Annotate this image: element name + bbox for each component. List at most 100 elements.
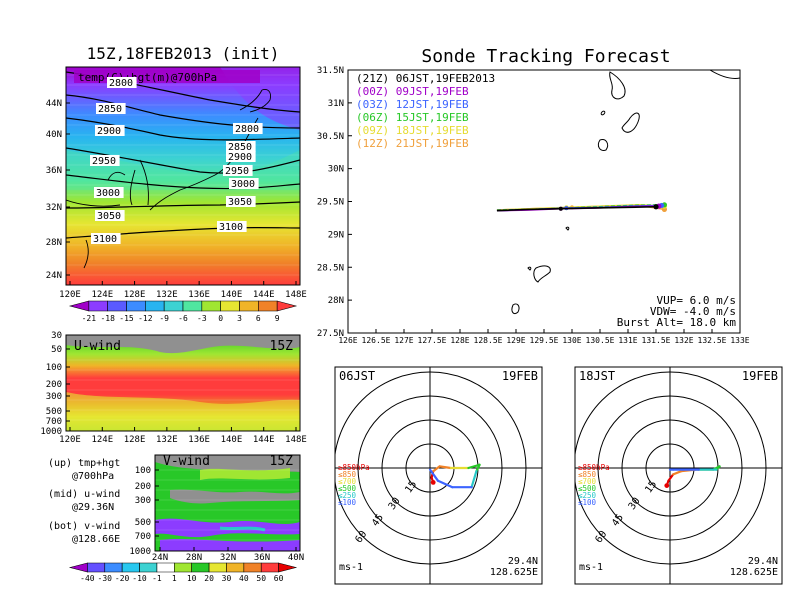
contour-label-bg [217,221,247,232]
left-map-frame [65,66,301,286]
v-lat-tick-label: 28N [186,553,202,563]
contour-label: 2900 [228,152,252,163]
hodograph-level-label: ≤700 [338,477,357,486]
contour-label: 3000 [231,179,255,190]
v-colorbar-swatch [174,562,192,573]
v-colorbar-label: -30 [98,574,113,583]
lon-tick-label: 124E [91,290,113,300]
contour-label-bg [91,233,121,244]
track-lat-tick-label: 30.5N [317,132,344,142]
colorbar-label: 0 [218,314,223,323]
lon-tick-label: 120E [59,290,81,300]
v-wind-time: 15Z [270,454,294,469]
colorbar-swatch [163,300,184,312]
u-wind-label: U-wind [74,339,121,354]
u-pressure-tick-label: 500 [46,407,62,417]
v-colorbar-label: -40 [80,574,95,583]
track-lat-tick-label: 31.5N [317,66,344,76]
v-colorbar-label: -20 [115,574,130,583]
v-lat-tick-label: 24N [152,553,168,563]
v-colorbar-swatch [260,562,279,573]
u-pressure-tick-label: 30 [51,331,62,341]
u-lon-tick-label: 124E [91,435,113,445]
colorbar-label: 6 [256,314,261,323]
hodograph-start-point [430,480,436,485]
u-lon-tick-label: 120E [59,435,81,445]
track-islands [348,70,740,333]
hodograph-level-label: ≤100 [338,498,357,507]
colorbar-label: -12 [138,314,153,323]
v-colorbar-label: -10 [132,574,147,583]
v-colorbar-swatch [191,562,210,573]
v-lat-tick-label: 32N [220,553,236,563]
v-colorbar-label: 20 [204,574,214,583]
colorbar-label: -3 [197,314,207,323]
hodograph-level-label: ≤100 [578,498,597,507]
v-colorbar-swatch [68,562,88,573]
v-pressure-tick-label: 300 [135,496,151,506]
track-lat-tick-label: 27.5N [317,329,344,339]
u-lon-tick-label: 144E [253,435,275,445]
v-colorbar-label: -1 [152,574,162,583]
track-title: Sonde Tracking Forecast [421,46,670,67]
lon-tick-label: 136E [188,290,210,300]
u-lon-tick-label: 136E [188,435,210,445]
note-heading: (bot) v-wind [48,521,120,532]
lat-tick-label: 24N [46,271,62,281]
track-legend-entry: (06Z) 15JST,19FEB [356,111,469,124]
hodograph-lon: 128.625E [730,567,778,578]
u-pressure-tick-label: 700 [46,417,62,427]
v-colorbar-label: 40 [239,574,249,583]
v-pressure-tick-label: 200 [135,482,151,492]
hodograph-date: 19FEB [502,369,538,383]
track-legend-entry: (21Z) 06JST,19FEB2013 [356,72,495,85]
hodograph-segment [432,465,441,473]
contour-label: 3050 [228,197,252,208]
hodograph-segment [667,473,675,482]
colorbar-swatch [88,300,108,312]
track-lon-tick-label: 127E [394,336,413,345]
note-subtext: @128.66E [72,534,120,545]
left-map-overlay-label: temp(C)+hgt(m)@700hPa [78,71,217,84]
colorbar-label: -15 [119,314,134,323]
u-lon-tick-label: 140E [221,435,243,445]
u-pressure-tick-label: 1000 [40,427,62,437]
hodograph-level-label: ≤700 [578,477,597,486]
contour-label-bg [95,210,125,221]
contour-label-bg [233,123,263,134]
colorbar-swatch [220,300,240,312]
coastlines [66,89,271,269]
hodograph-level-label: ≤850 [338,470,357,479]
contour-label: 2850 [228,142,252,153]
colorbar-swatch [258,300,278,312]
track-lon-tick-label: 126.5E [362,336,391,345]
contour-label: 2850 [98,104,122,115]
u-pressure-tick-label: 300 [46,392,62,402]
hodograph-lon: 128.625E [490,567,538,578]
hodograph-level-label: ≤250 [578,491,597,500]
contour-label: 3100 [93,234,117,245]
hodograph-level-label: ≤250 [338,491,357,500]
track-mid-point [558,206,563,211]
temperature-field [66,67,300,285]
hodograph-segment [436,479,454,489]
track-lon-tick-label: 131E [618,336,637,345]
track-lon-tick-label: 131.5E [642,336,671,345]
lon-tick-label: 148E [285,290,307,300]
contour-label: 3100 [219,222,243,233]
u-lon-tick-label: 128E [124,435,146,445]
v-colorbar-swatch [226,562,245,573]
track-series-line [496,205,657,212]
lat-tick-label: 40N [46,130,62,140]
u-wind-frame [65,334,301,432]
u-pressure-tick-label: 100 [46,363,62,373]
track-lat-tick-label: 29N [328,230,344,240]
hodograph-lat: 29.4N [748,556,778,567]
lon-tick-label: 128E [124,290,146,300]
colorbar-label: -21 [82,314,97,323]
u-lon-tick-label: 132E [156,435,178,445]
lat-tick-label: 28N [46,238,62,248]
u-pressure-tick-label: 50 [51,345,62,355]
